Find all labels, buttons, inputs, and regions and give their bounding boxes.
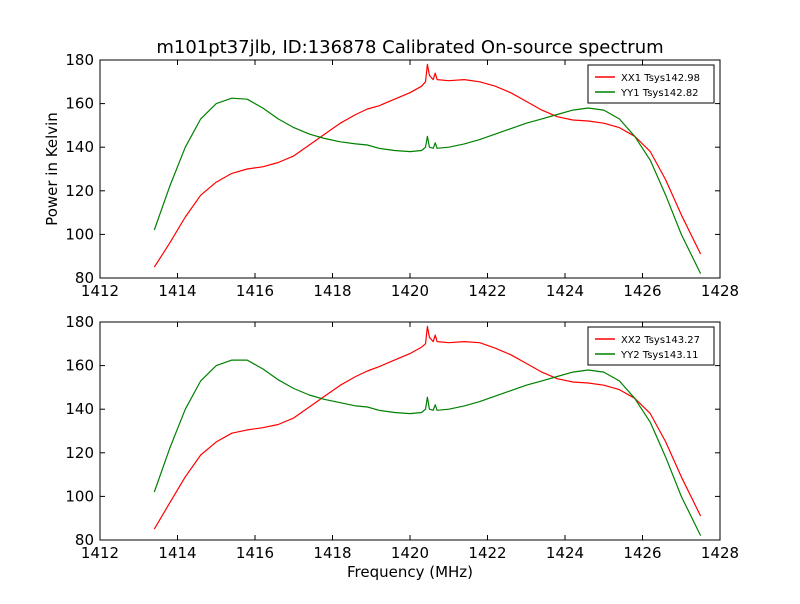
x-tick-label: 1414 [158,282,196,300]
bottom-panel: 1412 1414 1416 1418 1420 1422 1424 1426 1428 80 10… [65,313,739,581]
x-tick-label: 1422 [468,282,506,300]
y-tick-label: 80 [75,531,94,549]
x-tick-label: 1418 [313,544,351,562]
legend-box [587,326,715,366]
x-tick-label: 1412 [81,544,119,562]
y-tick-label: 140 [65,138,94,156]
x-tick-label: 1426 [623,544,661,562]
x-tick-label: 1416 [236,282,274,300]
x-tick-label: 1424 [546,282,584,300]
y-tick-label: 180 [65,51,94,69]
series-group [153,63,702,274]
top-panel: 1412 1414 1416 1418 1420 1422 1424 1426 1428 80 10… [43,51,739,300]
series-line-yy [153,97,702,274]
y-tick-label: 160 [65,357,94,375]
x-tick-label: 1412 [81,282,119,300]
y-tick-label: 160 [65,95,94,113]
legend: XX1 Tsys142.98 YY1 Tsys142.82 [587,64,715,104]
y-tick-label: 180 [65,313,94,331]
y-axis-label: Power in Kelvin [43,112,61,226]
x-tick-label: 1428 [701,282,739,300]
legend-entry: YY2 Tsys143.11 [620,350,699,361]
x-tick-label: 1414 [158,544,196,562]
y-tick-label: 100 [65,225,94,243]
y-tick-label: 80 [75,269,94,287]
x-axis-label: Frequency (MHz) [347,563,473,581]
y-tick-label: 100 [65,487,94,505]
y-tick-label: 120 [65,182,94,200]
legend-entry: YY1 Tsys142.82 [620,88,699,99]
legend-entry: XX2 Tsys143.27 [621,335,700,346]
x-tick-label: 1416 [236,544,274,562]
series-group [153,325,702,536]
legend-entry: XX1 Tsys142.98 [621,73,700,84]
x-tick-label: 1418 [313,282,351,300]
x-tick-label: 1420 [391,282,429,300]
x-tick-label: 1428 [701,544,739,562]
y-tick-label: 120 [65,444,94,462]
series-line-yy [153,359,702,536]
series-line-xx [153,325,702,530]
series-line-xx [153,63,702,268]
x-tick-label: 1426 [623,282,661,300]
legend: XX2 Tsys143.27 YY2 Tsys143.11 [587,326,715,366]
x-tick-label: 1422 [468,544,506,562]
x-tick-label: 1424 [546,544,584,562]
figure-title: m101pt37jlb, ID:136878 Calibrated On-sou… [156,37,663,58]
x-tick-label: 1420 [391,544,429,562]
y-tick-label: 140 [65,400,94,418]
legend-box [587,64,715,104]
